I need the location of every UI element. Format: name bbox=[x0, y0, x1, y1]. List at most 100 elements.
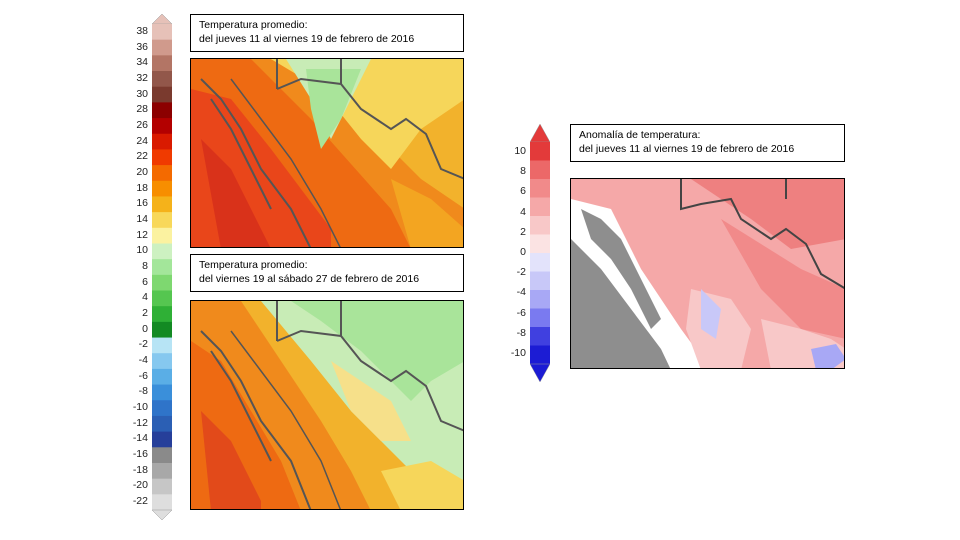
anomaly-colorbar-tick-label: -2 bbox=[516, 266, 526, 279]
temperature-colorbar-swatch bbox=[152, 227, 172, 244]
temperature-colorbar-tick-label: 10 bbox=[136, 244, 148, 257]
temperature-colorbar-swatch bbox=[152, 478, 172, 495]
anomaly-colorbar-swatch bbox=[530, 160, 550, 180]
anomaly-colorbar-tick-label: -8 bbox=[516, 326, 526, 339]
temperature-colorbar-swatch bbox=[152, 149, 172, 166]
temperature-colorbar-tick-label: 20 bbox=[136, 165, 148, 178]
anomaly-colorbar-swatch bbox=[530, 345, 550, 365]
temperature-colorbar-swatch bbox=[152, 24, 172, 41]
temperature-colorbar-tick-label: 18 bbox=[136, 181, 148, 194]
temperature-colorbar-swatch bbox=[152, 290, 172, 307]
temperature-colorbar-swatch bbox=[152, 243, 172, 260]
temperature-colorbar-arrow-top bbox=[151, 13, 173, 25]
anomaly-title-box: Anomalía de temperatura: del jueves 11 a… bbox=[570, 124, 845, 162]
anomaly-colorbar-tick-label: 6 bbox=[520, 185, 526, 198]
anomaly-colorbar-tick-label: 4 bbox=[520, 205, 526, 218]
temperature-colorbar-tick-label: 22 bbox=[136, 150, 148, 163]
temperature-colorbar-tick-label: -20 bbox=[132, 479, 148, 492]
week2-title-box: Temperatura promedio: del viernes 19 al … bbox=[190, 254, 464, 292]
temperature-colorbar bbox=[151, 13, 173, 521]
temperature-colorbar-swatch bbox=[152, 165, 172, 182]
anomaly-title: Anomalía de temperatura: bbox=[579, 129, 701, 141]
anomaly-colorbar-tick-label: 8 bbox=[520, 165, 526, 178]
anomaly-colorbar-tick-label: 2 bbox=[520, 225, 526, 238]
temperature-colorbar-swatch bbox=[152, 118, 172, 135]
temperature-colorbar-swatch bbox=[152, 86, 172, 103]
temperature-colorbar-swatch bbox=[152, 71, 172, 88]
temperature-colorbar-tick-label: -16 bbox=[132, 448, 148, 461]
week1-title-box: Temperatura promedio: del jueves 11 al v… bbox=[190, 14, 464, 52]
temperature-colorbar-tick-label: 24 bbox=[136, 134, 148, 147]
temperature-colorbar-swatch bbox=[152, 55, 172, 72]
temperature-colorbar-swatch bbox=[152, 39, 172, 56]
week2-temperature-map bbox=[190, 300, 464, 510]
temperature-colorbar-tick-label: 0 bbox=[142, 322, 148, 335]
temperature-colorbar-arrow-bottom bbox=[151, 509, 173, 521]
temperature-colorbar-svg bbox=[151, 13, 173, 521]
temperature-colorbar-tick-label: 38 bbox=[136, 24, 148, 37]
temperature-colorbar-tick-label: 6 bbox=[142, 275, 148, 288]
anomaly-colorbar-swatch bbox=[530, 308, 550, 328]
anomaly-colorbar bbox=[529, 123, 551, 383]
anomaly-colorbar-svg bbox=[529, 123, 551, 383]
temperature-colorbar-tick-label: -6 bbox=[138, 369, 148, 382]
temperature-colorbar-swatch bbox=[152, 431, 172, 448]
temperature-colorbar-tick-label: 26 bbox=[136, 118, 148, 131]
temperature-colorbar-tick-label: 16 bbox=[136, 197, 148, 210]
temperature-colorbar-tick-label: -8 bbox=[138, 385, 148, 398]
anomaly-colorbar-swatch bbox=[530, 142, 550, 161]
temperature-colorbar-tick-label: 12 bbox=[136, 228, 148, 241]
anomaly-colorbar-tick-label: -10 bbox=[510, 346, 526, 359]
temperature-colorbar-tick-label: -10 bbox=[132, 401, 148, 414]
temperature-colorbar-swatch bbox=[152, 400, 172, 417]
temperature-colorbar-tick-label: 30 bbox=[136, 87, 148, 100]
anomaly-colorbar-tick-label: 0 bbox=[520, 246, 526, 258]
week2-title: Temperatura promedio: bbox=[199, 259, 308, 271]
temperature-colorbar-swatch bbox=[152, 196, 172, 213]
anomaly-colorbar-tick-label: -6 bbox=[516, 306, 526, 319]
anomaly-map bbox=[570, 178, 845, 369]
anomaly-colorbar-swatch bbox=[530, 234, 550, 254]
temperature-colorbar-swatch bbox=[152, 462, 172, 480]
anomaly-colorbar-swatch bbox=[530, 197, 550, 217]
anomaly-colorbar-arrow-bottom bbox=[529, 363, 551, 383]
temperature-colorbar-swatch bbox=[152, 274, 172, 292]
temperature-colorbar-tick-label: -4 bbox=[138, 354, 148, 367]
anomaly-colorbar-tick-label: 10 bbox=[514, 145, 526, 158]
anomaly-colorbar-tick-label: -4 bbox=[516, 286, 526, 299]
temperature-colorbar-swatch bbox=[152, 133, 172, 150]
temperature-colorbar-tick-label: -2 bbox=[138, 338, 148, 351]
anomaly-colorbar-swatch bbox=[530, 271, 550, 291]
anomaly-colorbar-swatch bbox=[530, 253, 550, 272]
temperature-colorbar-tick-label: -22 bbox=[132, 495, 148, 508]
temperature-colorbar-tick-label: 32 bbox=[136, 71, 148, 84]
temperature-colorbar-swatch bbox=[152, 321, 172, 339]
week1-title: Temperatura promedio: bbox=[199, 19, 308, 31]
anomaly-date-range: del jueves 11 al viernes 19 de febrero d… bbox=[579, 143, 795, 155]
anomaly-colorbar-swatch bbox=[530, 290, 550, 309]
temperature-colorbar-tick-label: -18 bbox=[132, 463, 148, 476]
temperature-colorbar-swatch bbox=[152, 212, 172, 229]
temperature-colorbar-tick-label: 4 bbox=[142, 291, 148, 304]
week1-temperature-map bbox=[190, 58, 464, 248]
anomaly-colorbar-swatch bbox=[530, 216, 550, 235]
temperature-colorbar-swatch bbox=[152, 368, 172, 386]
temperature-colorbar-swatch bbox=[152, 415, 172, 433]
temperature-colorbar-tick-label: 8 bbox=[142, 260, 148, 272]
temperature-colorbar-swatch bbox=[152, 447, 172, 464]
temperature-colorbar-swatch bbox=[152, 494, 172, 511]
anomaly-colorbar-swatch bbox=[530, 327, 550, 346]
temperature-colorbar-tick-label: 14 bbox=[136, 212, 148, 225]
temperature-colorbar-swatch bbox=[152, 180, 172, 197]
temperature-colorbar-swatch bbox=[152, 353, 172, 370]
temperature-colorbar-swatch bbox=[152, 337, 172, 354]
anomaly-colorbar-arrow-top bbox=[529, 123, 551, 143]
week2-date-range: del viernes 19 al sábado 27 de febrero d… bbox=[199, 273, 420, 285]
temperature-colorbar-tick-label: 2 bbox=[142, 307, 148, 320]
week1-date-range: del jueves 11 al viernes 19 de febrero d… bbox=[199, 33, 415, 45]
anomaly-colorbar-swatch bbox=[530, 179, 550, 198]
temperature-colorbar-tick-label: -14 bbox=[132, 432, 148, 445]
temperature-colorbar-swatch bbox=[152, 306, 172, 323]
temperature-colorbar-swatch bbox=[152, 259, 172, 276]
temperature-colorbar-tick-label: 34 bbox=[136, 56, 148, 69]
